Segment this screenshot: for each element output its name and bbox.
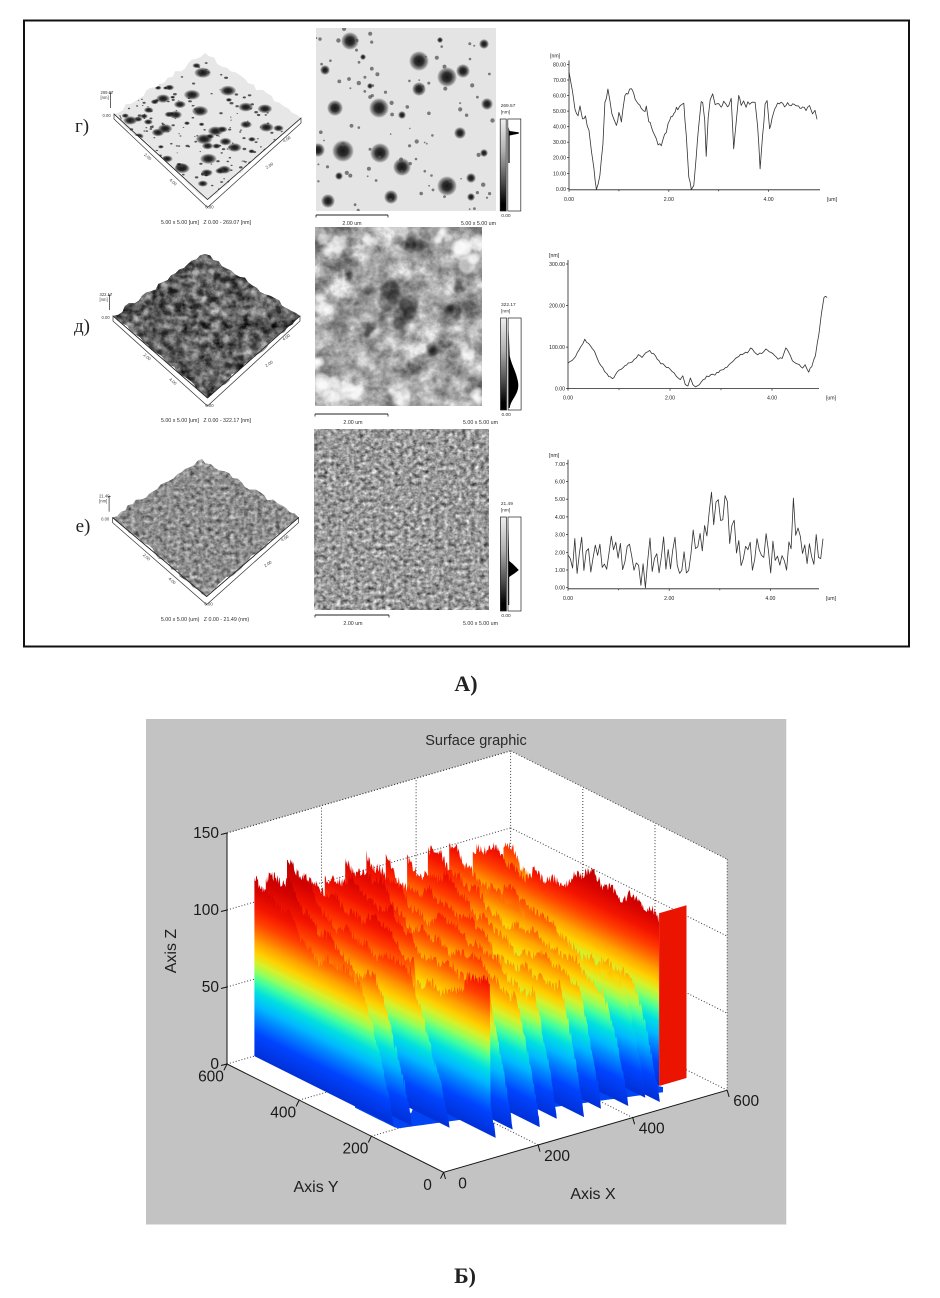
svg-text:2.00: 2.00 bbox=[664, 596, 674, 602]
svg-text:5.00: 5.00 bbox=[555, 497, 565, 503]
svg-text:0.00: 0.00 bbox=[501, 613, 511, 619]
svg-text:322.17: 322.17 bbox=[501, 302, 516, 308]
svg-text:150: 150 bbox=[193, 825, 219, 842]
svg-text:[um]: [um] bbox=[827, 197, 838, 203]
svg-text:5.00 x 5.00 um: 5.00 x 5.00 um bbox=[463, 420, 499, 426]
svg-text:5.00 x 5.00 (um) Z 0.00 - 21: 5.00 x 5.00 (um) Z 0.00 - 21.49 (nm) bbox=[161, 617, 250, 623]
svg-text:21.49: 21.49 bbox=[99, 494, 110, 499]
svg-text:Surface graphic: Surface graphic bbox=[425, 733, 527, 749]
svg-text:0.00: 0.00 bbox=[563, 596, 573, 602]
svg-text:21.49: 21.49 bbox=[501, 501, 513, 507]
svg-text:2.00: 2.00 bbox=[264, 359, 274, 368]
svg-text:[um]: [um] bbox=[826, 396, 837, 402]
svg-text:0.00: 0.00 bbox=[102, 315, 111, 320]
svg-text:Axis X: Axis X bbox=[570, 1186, 616, 1203]
svg-text:0.00: 0.00 bbox=[101, 517, 110, 522]
svg-text:2.00: 2.00 bbox=[665, 396, 675, 402]
svg-text:А): А) bbox=[454, 671, 477, 696]
svg-text:0.00: 0.00 bbox=[205, 403, 214, 408]
svg-text:4.00: 4.00 bbox=[765, 596, 775, 602]
svg-text:[nm]: [nm] bbox=[549, 253, 560, 259]
svg-text:2.00: 2.00 bbox=[143, 152, 153, 162]
svg-text:322.17: 322.17 bbox=[100, 292, 113, 297]
svg-text:3.00: 3.00 bbox=[555, 533, 565, 539]
svg-text:0.00: 0.00 bbox=[502, 412, 512, 418]
svg-text:2.00 um: 2.00 um bbox=[343, 621, 363, 627]
svg-text:600: 600 bbox=[733, 1093, 759, 1110]
svg-text:4.00: 4.00 bbox=[767, 396, 777, 402]
svg-text:50.00: 50.00 bbox=[553, 109, 566, 115]
svg-text:0: 0 bbox=[210, 1056, 219, 1073]
svg-text:400: 400 bbox=[270, 1105, 296, 1122]
svg-text:4.00: 4.00 bbox=[167, 576, 177, 586]
svg-text:5.00 x 5.00 [um] Z 0.00 - 26: 5.00 x 5.00 [um] Z 0.00 - 269.07 [nm] bbox=[161, 220, 252, 226]
svg-text:30.00: 30.00 bbox=[553, 140, 566, 146]
svg-text:269.57: 269.57 bbox=[501, 103, 516, 109]
svg-text:6.00: 6.00 bbox=[555, 480, 565, 486]
svg-text:0.00: 0.00 bbox=[563, 396, 573, 402]
svg-text:7.00: 7.00 bbox=[555, 462, 565, 468]
svg-text:0.00: 0.00 bbox=[205, 205, 214, 210]
svg-text:1.00: 1.00 bbox=[555, 568, 565, 574]
svg-text:100.00: 100.00 bbox=[549, 345, 565, 351]
svg-text:10.00: 10.00 bbox=[553, 171, 566, 177]
svg-text:200: 200 bbox=[342, 1141, 368, 1158]
svg-text:4.00: 4.00 bbox=[555, 515, 565, 521]
svg-text:50: 50 bbox=[202, 979, 220, 996]
svg-text:80.00: 80.00 bbox=[553, 63, 566, 69]
svg-text:100: 100 bbox=[193, 902, 219, 919]
svg-text:4.00: 4.00 bbox=[282, 134, 292, 143]
svg-text:[um]: [um] bbox=[826, 596, 837, 602]
svg-text:2.00: 2.00 bbox=[664, 197, 674, 203]
svg-text:[nm]: [nm] bbox=[501, 508, 510, 514]
svg-text:600: 600 bbox=[198, 1069, 224, 1086]
svg-text:2.00: 2.00 bbox=[142, 552, 152, 562]
svg-text:2.00: 2.00 bbox=[555, 550, 565, 556]
svg-text:4.00: 4.00 bbox=[281, 333, 291, 342]
svg-text:е): е) bbox=[76, 516, 91, 537]
svg-text:2.00 um: 2.00 um bbox=[343, 420, 363, 426]
svg-text:20.00: 20.00 bbox=[553, 156, 566, 162]
svg-text:Б): Б) bbox=[454, 1263, 476, 1288]
svg-text:4.00: 4.00 bbox=[168, 177, 178, 187]
svg-text:300.00: 300.00 bbox=[549, 262, 565, 268]
svg-text:[nm]: [nm] bbox=[501, 110, 510, 116]
svg-text:0: 0 bbox=[458, 1175, 467, 1192]
svg-text:200: 200 bbox=[544, 1148, 570, 1165]
svg-text:70.00: 70.00 bbox=[553, 78, 566, 84]
svg-text:5.00 x 5.00 um: 5.00 x 5.00 um bbox=[463, 621, 499, 627]
svg-text:[nm]: [nm] bbox=[549, 453, 560, 459]
svg-text:Axis Z: Axis Z bbox=[163, 929, 180, 974]
svg-text:2.00: 2.00 bbox=[263, 559, 273, 568]
svg-text:0.00: 0.00 bbox=[103, 113, 112, 118]
svg-text:Axis Y: Axis Y bbox=[293, 1179, 338, 1196]
svg-text:[nm]: [nm] bbox=[99, 499, 107, 504]
svg-text:0.00: 0.00 bbox=[501, 213, 511, 219]
svg-text:40.00: 40.00 bbox=[553, 125, 566, 131]
svg-text:60.00: 60.00 bbox=[553, 94, 566, 100]
svg-text:д): д) bbox=[74, 316, 90, 337]
svg-text:0.00: 0.00 bbox=[556, 187, 566, 193]
svg-text:0.00: 0.00 bbox=[564, 197, 574, 203]
svg-text:5.00 x 5.00 [um] Z 0.00 - 32: 5.00 x 5.00 [um] Z 0.00 - 322.17 [nm] bbox=[161, 418, 252, 424]
svg-text:[nm]: [nm] bbox=[501, 309, 510, 315]
svg-text:г): г) bbox=[75, 116, 89, 137]
svg-text:0.00: 0.00 bbox=[555, 387, 565, 393]
svg-text:5.00 x 5.00 um: 5.00 x 5.00 um bbox=[461, 221, 497, 227]
svg-text:0.00: 0.00 bbox=[555, 586, 565, 592]
svg-text:0: 0 bbox=[423, 1177, 432, 1194]
svg-text:269.07: 269.07 bbox=[101, 90, 114, 95]
svg-text:0.00: 0.00 bbox=[205, 602, 214, 607]
svg-text:4.00: 4.00 bbox=[280, 533, 290, 542]
svg-text:2.00: 2.00 bbox=[265, 161, 275, 170]
svg-text:[nm]: [nm] bbox=[100, 297, 108, 302]
svg-text:[nm]: [nm] bbox=[101, 95, 109, 100]
svg-text:2.00 um: 2.00 um bbox=[342, 221, 362, 227]
svg-text:400: 400 bbox=[639, 1121, 665, 1138]
svg-text:[nm]: [nm] bbox=[550, 54, 561, 60]
svg-text:4.00: 4.00 bbox=[168, 377, 178, 387]
svg-text:2.00: 2.00 bbox=[143, 352, 153, 362]
svg-text:4.00: 4.00 bbox=[764, 197, 774, 203]
svg-text:200.00: 200.00 bbox=[549, 304, 565, 310]
